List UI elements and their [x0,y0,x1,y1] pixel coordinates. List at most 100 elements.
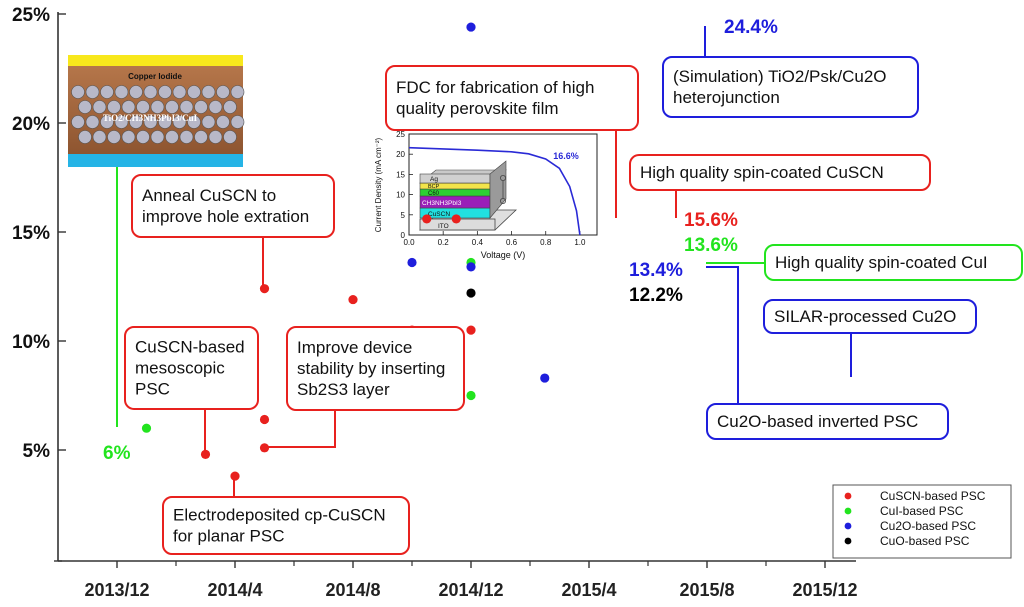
data-point-cu2o [407,258,416,267]
annotation-text: FDC for fabrication of high [396,78,594,97]
inset-substrate-layer [68,154,243,167]
annotation-text: Improve device [297,338,412,357]
x-tick-group: 2013/12 2014/4 2014/8 2014/12 2015/4 2015/8 20… [84,561,857,600]
inset-particle [101,86,114,99]
inset-particle [202,86,215,99]
annotation-simulation: (Simulation) TiO2/Psk/Cu2Oheterojunction [663,57,918,117]
inset-particle [93,101,106,114]
data-label: 15.6% [684,210,738,231]
annotation-text: High quality spin-coated CuSCN [640,163,884,182]
annotation-mesoscopic: CuSCN-based mesoscopic PSC [125,327,258,409]
jv-y-tick-label: 25 [396,130,405,139]
annotation-text: High quality spin-coated CuI [775,253,988,272]
inset-particle [108,131,121,144]
jv-y-tick-label: 5 [401,211,406,220]
annotation-text: quality perovskite film [396,99,559,118]
inset-particle [72,116,85,129]
inset-copper-iodide-label: Copper Iodide [128,72,182,81]
data-point-cui [142,424,151,433]
data-label: 13.4% [629,260,683,281]
jv-x-tick-label: 0.2 [438,238,450,247]
data-label: 12.2% [629,285,683,306]
legend-marker [845,508,852,515]
inset-particle [202,116,215,129]
inset-particle [159,86,172,99]
inset-gold-layer [68,55,243,66]
annotation-text: for planar PSC [173,527,285,546]
inset-particle [86,116,99,129]
annotation-text: PSC [135,380,170,399]
data-point-cu2o [466,22,475,31]
annotation-boxes: Anneal CuSCN toimprove hole extration CuS… [125,57,1022,554]
inset-particle [144,86,157,99]
annotation-box [132,175,334,237]
data-point-cuscn [260,284,269,293]
inset-particle [224,101,237,114]
inset-particle [224,131,237,144]
inset-particle [79,101,92,114]
inset-particle [72,86,85,99]
layer-cuscn-label: CuSCN [428,211,450,218]
jv-y-tick-label: 15 [396,170,405,179]
inset-particle [231,116,244,129]
device-structure-inset: Copper Iodide TiO2/CH3NH3PbI3/CuI [68,55,244,167]
jv-y-tick-label: 0 [401,231,406,240]
data-point-cuscn [201,450,210,459]
annotation-text: SILAR-processed Cu2O [774,307,956,326]
inset-particle [122,131,135,144]
inset-particle [130,86,143,99]
data-point-cu2o [466,262,475,271]
x-tick-label: 2015/4 [561,580,616,600]
inset-particle [137,101,150,114]
data-point-cu2o [540,373,549,382]
annotation-anneal: Anneal CuSCN to improve hole extration [132,175,334,237]
data-label: 6% [103,443,131,464]
jv-x-tick-label: 0.6 [506,238,518,247]
annotation-stability: Improve devicestability by insertingSb2S… [287,327,464,410]
data-point-cuscn [260,415,269,424]
data-point-cuscn [260,443,269,452]
layer-ag-label: Ag [430,176,438,183]
y-tick-label: 15% [12,223,50,244]
layer-ito-label: ITO [438,223,449,230]
annotation-text: heterojunction [673,88,780,107]
annotation-text: Cu2O-based inverted PSC [717,412,918,431]
inset-particle [173,86,186,99]
jv-x-axis-label: Voltage (V) [481,250,526,260]
inset-particle [166,101,179,114]
data-label: 13.6% [684,235,738,256]
inset-particle [137,131,150,144]
jv-efficiency-label: 16.6% [553,151,579,161]
data-label: 24.4% [724,17,778,38]
data-point-cuscn [422,214,431,223]
annotation-text: mesoscopic [135,359,225,378]
y-tick-label: 5% [23,441,51,462]
x-tick-label: 2014/12 [438,580,503,600]
annotation-text: Electrodeposited cp-CuSCN [173,506,386,525]
y-tick-label: 20% [12,114,50,135]
jv-x-tick-label: 0.0 [403,238,415,247]
annotation-electro: Electrodeposited cp-CuSCN for planar PSC [163,497,409,554]
data-point-cui [466,391,475,400]
legend-entry: CuI-based PSC [880,504,964,518]
y-tick-label: 25% [12,5,50,26]
x-tick-label: 2014/4 [207,580,262,600]
inset-particle [195,101,208,114]
legend-entry: Cu2O-based PSC [880,519,976,533]
annotation-text: stability by inserting [297,359,445,378]
data-point-cuscn [348,295,357,304]
inset-particle [108,101,121,114]
inset-particle [209,101,222,114]
annotation-text: CuSCN-based [135,338,245,357]
legend-marker [845,493,852,500]
layer-c60-label: C60 [428,191,440,197]
annotation-text: Anneal CuSCN to [142,186,276,205]
legend-marker [845,523,852,530]
annotation-spin-cui: High quality spin-coated CuI [765,245,1022,280]
annotation-box [386,66,638,130]
inset-particle [115,86,128,99]
x-tick-label: 2015/12 [792,580,857,600]
x-tick-label: 2014/8 [325,580,380,600]
